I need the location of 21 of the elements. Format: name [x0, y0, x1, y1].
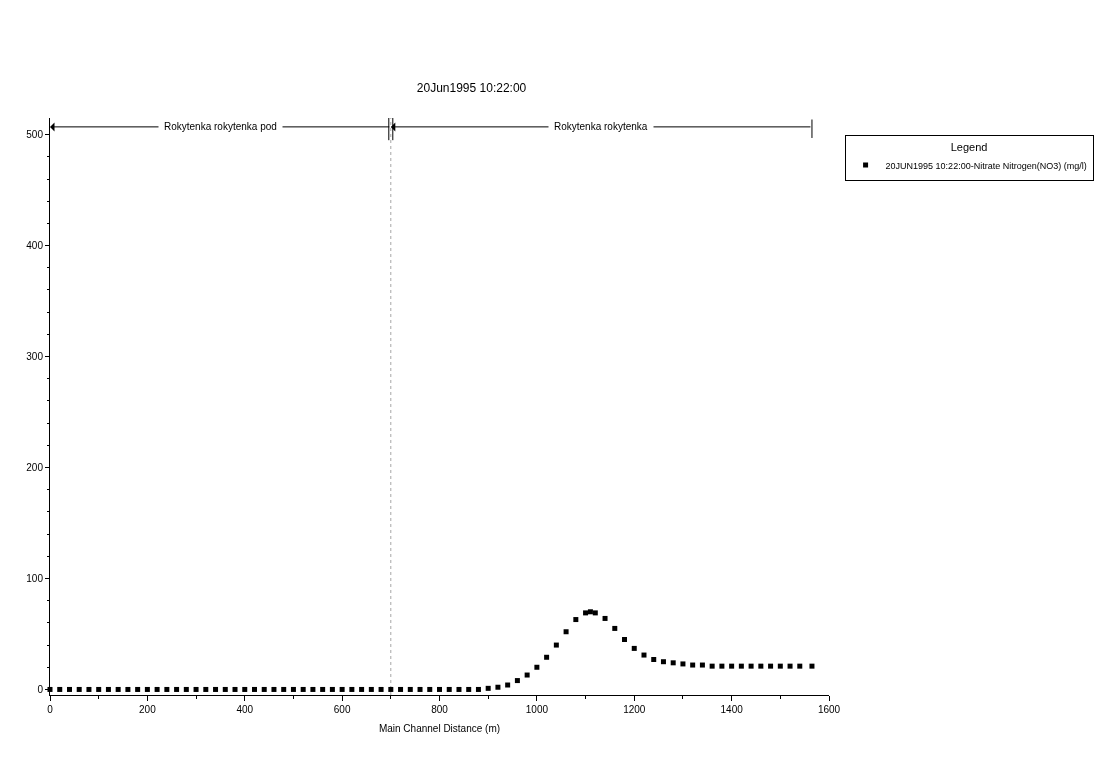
- x-axis-title: Main Channel Distance (m): [378, 722, 501, 734]
- annotation: Rokytenka rokytenka pod: [164, 121, 277, 132]
- y-tick-label: 200: [26, 462, 44, 474]
- y-tick-label: 0: [37, 683, 44, 695]
- chart-title: 20Jun1995 10:22:00: [416, 81, 527, 96]
- annotation: Rokytenka rokytenka: [554, 121, 648, 132]
- x-tick-label: 1400: [720, 704, 744, 715]
- x-tick-label: 400: [236, 704, 254, 715]
- x-tick-label: 1200: [623, 704, 646, 715]
- y-tick-label: 500: [26, 129, 44, 141]
- legend-label: 20JUN1995 10:22:00-Nitrate Nitrogen(NO3) (mg/l): [885, 160, 1087, 171]
- x-tick-label: 200: [139, 704, 157, 715]
- x-tick-label: 800: [431, 704, 449, 715]
- x-tick-label: 1600: [817, 704, 841, 715]
- x-tick-label: 600: [333, 704, 351, 715]
- x-tick-label: 0: [47, 704, 54, 715]
- y-tick-label: 300: [26, 351, 44, 363]
- y-tick-label: 100: [26, 572, 44, 584]
- legend-title: Legend: [950, 140, 988, 153]
- y-tick-label: 400: [26, 240, 44, 252]
- x-tick-label: 1000: [525, 704, 549, 715]
